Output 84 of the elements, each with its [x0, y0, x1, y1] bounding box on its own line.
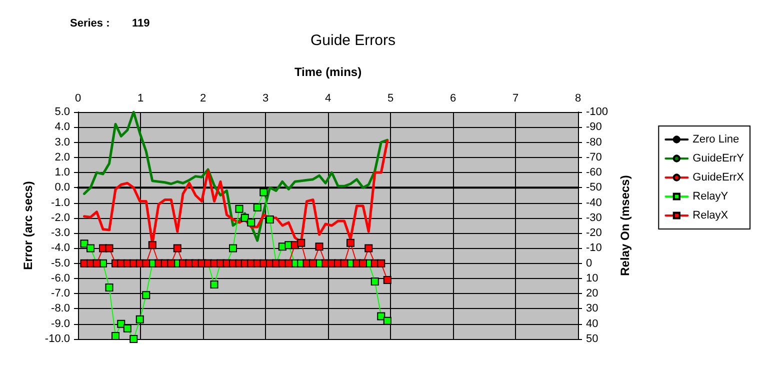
y-tick-label: 4.0: [54, 121, 70, 134]
y-tick-label: 0.0: [54, 182, 70, 194]
x-tick-label: 4: [324, 92, 332, 104]
y-tick-label: 1.0: [54, 166, 70, 179]
y-tick-label: -5.0: [51, 257, 70, 270]
x-tick-label: 3: [262, 92, 269, 104]
y-tick-label: -2.0: [51, 212, 70, 224]
x-tick-label: 5: [387, 92, 394, 104]
legend-label: RelayX: [692, 210, 729, 222]
y-tick-label: 2.0: [54, 151, 70, 164]
x-tick-label: 7: [512, 92, 519, 104]
y2-tick-label: -70: [586, 151, 602, 164]
point: [240, 214, 249, 222]
y2-axis-title: Relay On (msecs): [618, 175, 632, 276]
point: [346, 238, 354, 247]
point: [142, 291, 150, 300]
y2-tick-label: -30: [586, 212, 602, 224]
point: [142, 259, 150, 268]
y-tick-label: -1.0: [51, 196, 70, 209]
point: [123, 324, 132, 332]
y-tick-label: 3.0: [54, 136, 70, 148]
y-tick-label: -3.0: [51, 227, 70, 240]
y2-tick-label: 10: [586, 272, 598, 284]
point: [383, 316, 392, 325]
y2-tick-label: -100: [586, 106, 608, 118]
y2-tick-label: -40: [586, 196, 602, 209]
y2-tick-label: 30: [586, 302, 598, 315]
point: [229, 244, 237, 252]
legend-label: RelayY: [692, 190, 729, 202]
y-tick-label: -9.0: [51, 318, 70, 330]
line-series: [83, 110, 389, 242]
y2-tick-label: 0: [586, 257, 592, 270]
point: [297, 238, 306, 247]
y2-tick-label: -50: [586, 182, 602, 194]
point: [235, 204, 244, 213]
y-tick-label: -8.0: [51, 302, 70, 315]
point: [80, 240, 88, 248]
point: [377, 312, 386, 320]
legend-label: GuideErrY: [692, 152, 745, 164]
point: [136, 315, 144, 324]
x-tick-label: 6: [450, 92, 456, 104]
point: [260, 188, 268, 196]
point: [105, 284, 114, 292]
point: [112, 332, 120, 340]
point: [284, 259, 293, 268]
point: [266, 215, 274, 224]
y2-tick-label: 20: [586, 288, 598, 300]
x-tick-label: 0: [74, 92, 82, 104]
point: [383, 276, 392, 284]
point: [364, 244, 373, 252]
point: [148, 241, 156, 250]
y-tick-label: -4.0: [51, 242, 70, 254]
point: [377, 259, 386, 268]
point: [173, 244, 182, 252]
y-axis-title: Error (arc secs): [21, 181, 36, 270]
y2-tick-label: -80: [586, 136, 602, 148]
y2-tick-label: 50: [586, 333, 598, 345]
point: [253, 203, 262, 212]
chart-title: Guide Errors: [310, 32, 396, 49]
point: [86, 244, 94, 252]
y-tick-label: -6.0: [51, 272, 70, 284]
x-axis-title: Time (mins): [294, 65, 362, 79]
y2-tick-label: -20: [586, 227, 602, 240]
point: [247, 218, 256, 226]
y2-tick-label: -90: [586, 121, 602, 134]
point: [210, 280, 218, 289]
x-tick-label: 2: [200, 92, 206, 104]
y-tick-label: -10.0: [44, 333, 70, 345]
x-tick-label: 1: [137, 92, 144, 104]
text: 119: [132, 18, 150, 30]
point: [315, 242, 324, 251]
point: [370, 277, 379, 286]
y2-tick-label: -10: [586, 242, 602, 254]
y2-tick-label: -60: [586, 166, 602, 179]
y-tick-label: 5.0: [54, 106, 70, 118]
point: [105, 244, 114, 252]
point: [117, 320, 126, 328]
legend-label: GuideErrX: [692, 172, 745, 184]
legend-label: Zero Line: [692, 134, 740, 146]
y-tick-label: -7.0: [51, 288, 70, 300]
y2-tick-label: 40: [586, 318, 598, 330]
x-tick-label: 8: [574, 92, 582, 104]
text: Series :: [70, 18, 110, 30]
point: [130, 335, 138, 343]
